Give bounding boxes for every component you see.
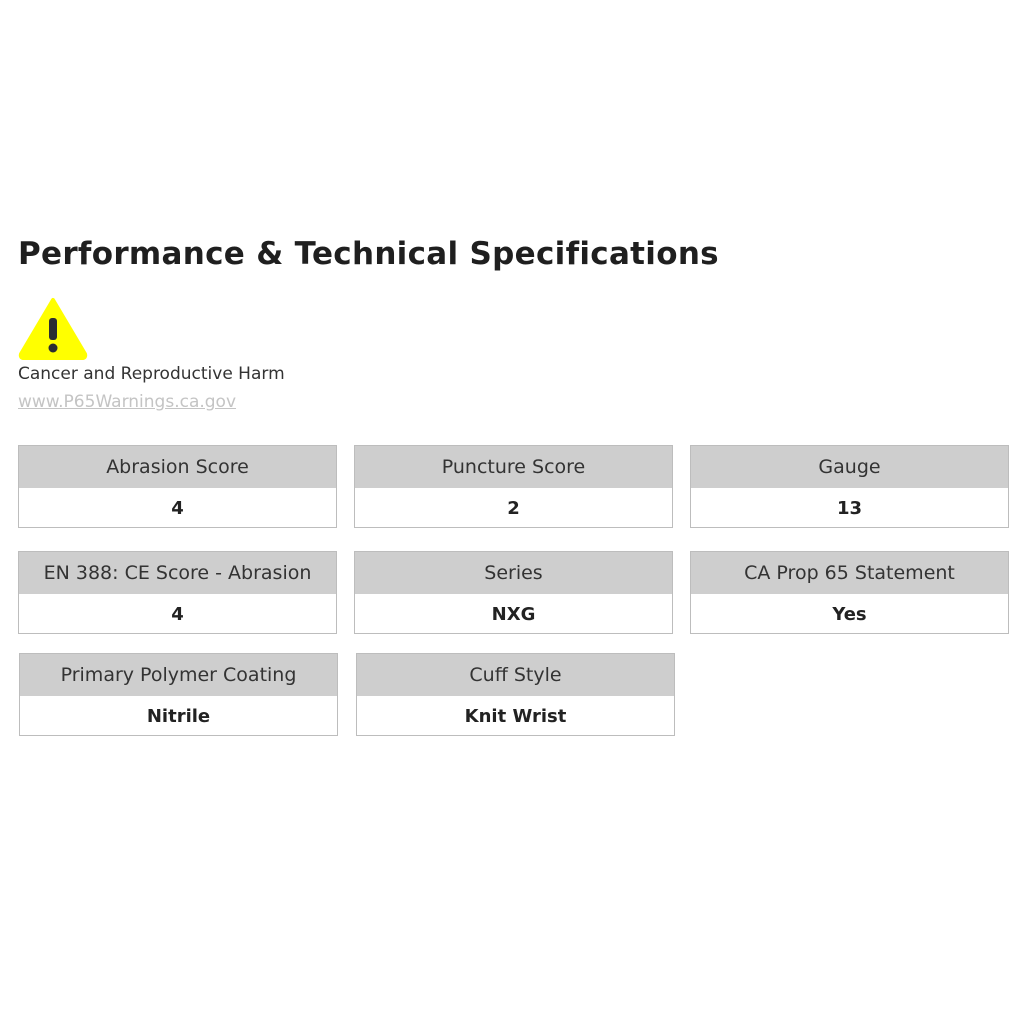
spec-label: Gauge xyxy=(691,446,1008,488)
spec-label: Abrasion Score xyxy=(19,446,336,488)
p65-warnings-link[interactable]: www.P65Warnings.ca.gov xyxy=(18,392,237,412)
spec-label: Cuff Style xyxy=(357,654,674,696)
spec-value: 13 xyxy=(836,498,863,519)
spec-label: Primary Polymer Coating xyxy=(20,654,337,696)
spec-card: Gauge 13 xyxy=(690,445,1009,528)
spec-value: NXG xyxy=(491,604,536,625)
spec-value: 2 xyxy=(507,498,520,519)
spec-card: Abrasion Score 4 xyxy=(18,445,337,528)
spec-card: Primary Polymer Coating Nitrile xyxy=(19,653,338,736)
spec-value: Yes xyxy=(832,604,867,625)
warning-text: Cancer and Reproductive Harm xyxy=(18,364,285,384)
spec-card: CA Prop 65 Statement Yes xyxy=(690,551,1009,634)
spec-card: Cuff Style Knit Wrist xyxy=(356,653,675,736)
spec-value: 4 xyxy=(171,498,184,519)
warning-triangle-icon xyxy=(18,298,88,360)
spec-value: Knit Wrist xyxy=(464,706,567,727)
page-title: Performance & Technical Specifications xyxy=(18,236,719,272)
spec-card: Puncture Score 2 xyxy=(354,445,673,528)
spec-value: Nitrile xyxy=(146,706,211,727)
spec-card: Series NXG xyxy=(354,551,673,634)
spec-value: 4 xyxy=(171,604,184,625)
spec-label: Puncture Score xyxy=(355,446,672,488)
spec-label: Series xyxy=(355,552,672,594)
spec-label: CA Prop 65 Statement xyxy=(691,552,1008,594)
spec-card: EN 388: CE Score - Abrasion 4 xyxy=(18,551,337,634)
spec-label: EN 388: CE Score - Abrasion xyxy=(19,552,336,594)
